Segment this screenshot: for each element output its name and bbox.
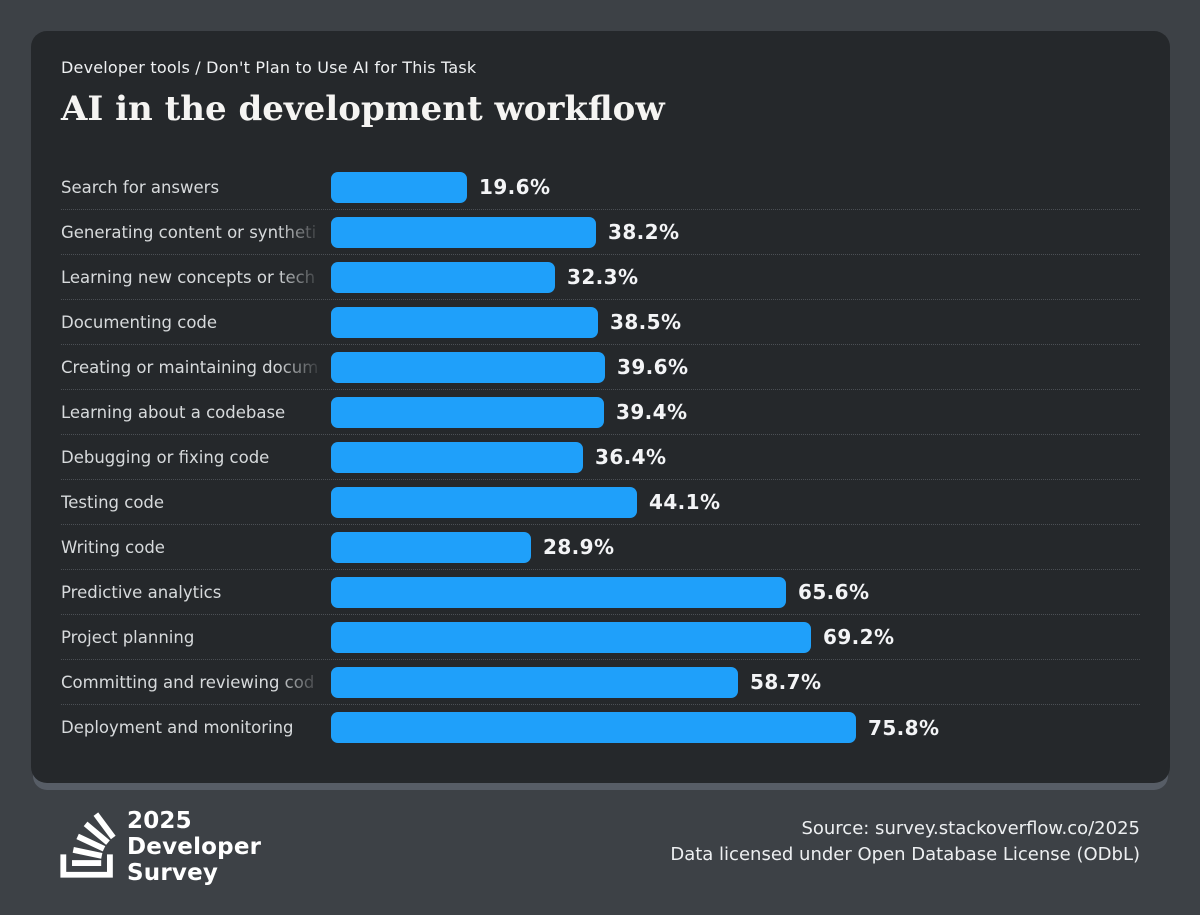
category-label: Search for answers — [61, 177, 220, 197]
chart-row: Predictive analytics 65.6% — [61, 570, 1140, 615]
bar — [331, 666, 738, 698]
brand-text: 2025 Developer Survey — [127, 808, 261, 886]
chart-row: Learning new concepts or tech 32.3% — [61, 255, 1140, 300]
license-line: Data licensed under Open Database Licens… — [670, 844, 1140, 865]
bar — [331, 531, 531, 563]
bar-chart: Search for answers 19.6% Generating conten… — [61, 165, 1140, 750]
bar-area: 38.2% — [331, 216, 1140, 248]
bar — [331, 712, 856, 743]
bar-value-label: 65.6% — [798, 580, 870, 604]
bar-value-label: 44.1% — [649, 490, 721, 514]
category-label: Predictive analytics — [61, 582, 222, 602]
chart-row: Creating or maintaining docum 39.6% — [61, 345, 1140, 390]
chart-card: Developer tools / Don't Plan to Use AI f… — [31, 31, 1170, 783]
category-label: Deployment and monitoring — [61, 718, 294, 737]
bar-area: 65.6% — [331, 576, 1140, 608]
bar-area: 19.6% — [331, 171, 1140, 203]
chart-row: Search for answers 19.6% — [61, 165, 1140, 210]
chart-row: Debugging or fixing code 36.4% — [61, 435, 1140, 480]
source-attribution: Source: survey.stackoverflow.co/2025 Dat… — [670, 816, 1140, 868]
bar-area: 38.5% — [331, 306, 1140, 338]
bar-value-label: 19.6% — [479, 175, 551, 199]
bar — [331, 621, 811, 653]
bar-value-label: 58.7% — [750, 670, 822, 694]
category-label: Learning about a codebase — [61, 402, 286, 422]
brand-line-survey: Survey — [127, 860, 219, 886]
bar-area: 36.4% — [331, 441, 1140, 473]
bar — [331, 171, 467, 203]
footer: 2025 Developer Survey Source: survey.sta… — [60, 806, 1140, 886]
category-label: Generating content or syntheti — [61, 222, 317, 242]
bar — [331, 441, 583, 473]
bar — [331, 396, 604, 428]
bar-area: 69.2% — [331, 621, 1140, 653]
bar-value-label: 38.5% — [610, 310, 682, 334]
bar — [331, 351, 605, 383]
bar — [331, 216, 596, 248]
bar-area: 39.6% — [331, 351, 1140, 383]
bar-value-label: 69.2% — [823, 625, 895, 649]
bar-area: 32.3% — [331, 261, 1140, 293]
bar-value-label: 39.4% — [616, 400, 688, 424]
source-line: Source: survey.stackoverflow.co/2025 — [801, 818, 1140, 839]
bar-value-label: 38.2% — [608, 220, 680, 244]
bar-value-label: 36.4% — [595, 445, 667, 469]
brand-line-developer: Developer — [127, 834, 262, 860]
chart-row: Generating content or syntheti 38.2% — [61, 210, 1140, 255]
bar-area: 58.7% — [331, 666, 1140, 698]
bar-value-label: 32.3% — [567, 265, 639, 289]
breadcrumb: Developer tools / Don't Plan to Use AI f… — [61, 58, 477, 77]
bar-value-label: 28.9% — [543, 535, 615, 559]
chart-row: Project planning 69.2% — [61, 615, 1140, 660]
stackoverflow-logo-icon — [60, 812, 116, 878]
brand-line-year: 2025 — [127, 808, 192, 834]
chart-row: Testing code 44.1% — [61, 480, 1140, 525]
bar — [331, 306, 598, 338]
chart-row: Committing and reviewing cod 58.7% — [61, 660, 1140, 705]
category-label: Testing code — [61, 492, 165, 512]
category-label: Learning new concepts or tech — [61, 267, 316, 287]
bar-area: 75.8% — [331, 712, 1140, 743]
category-label: Documenting code — [61, 312, 218, 332]
bar-value-label: 75.8% — [868, 715, 940, 740]
category-label: Committing and reviewing cod — [61, 672, 315, 692]
category-label: Creating or maintaining docum — [61, 357, 319, 377]
category-label: Writing code — [61, 537, 165, 557]
chart-row: Deployment and monitoring 75.8% — [61, 705, 1140, 750]
bar-area: 28.9% — [331, 531, 1140, 563]
chart-row: Learning about a codebase 39.4% — [61, 390, 1140, 435]
bar-value-label: 39.6% — [617, 355, 689, 379]
bar — [331, 576, 786, 608]
category-label: Debugging or fixing code — [61, 447, 270, 467]
category-label: Project planning — [61, 627, 195, 647]
bar — [331, 261, 555, 293]
bar-area: 44.1% — [331, 486, 1140, 518]
chart-row: Writing code 28.9% — [61, 525, 1140, 570]
page-title: AI in the development workflow — [61, 89, 665, 129]
brand-block: 2025 Developer Survey — [60, 806, 261, 886]
chart-row: Documenting code 38.5% — [61, 300, 1140, 345]
bar — [331, 486, 637, 518]
bar-area: 39.4% — [331, 396, 1140, 428]
